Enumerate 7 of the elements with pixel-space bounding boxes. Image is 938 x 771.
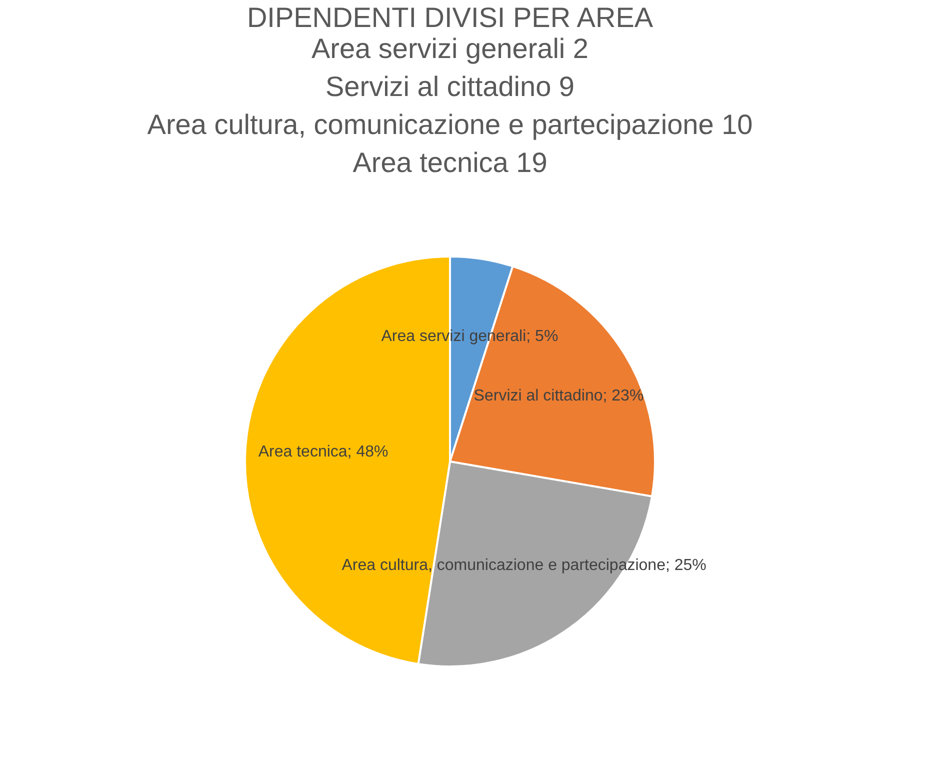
slice-label: Servizi al cittadino; 23%: [474, 388, 644, 405]
chart-title: DIPENDENTI DIVISI PER AREA: [246, 2, 654, 33]
text: Servizi al cittadino 9: [325, 71, 575, 102]
slice-label: Area tecnica; 48%: [258, 444, 388, 461]
text: Area servizi generali 2: [311, 33, 589, 64]
text: Area cultura, comunicazione e partecipazione 10: [147, 109, 753, 140]
text: Area tecnica 19: [352, 147, 548, 178]
